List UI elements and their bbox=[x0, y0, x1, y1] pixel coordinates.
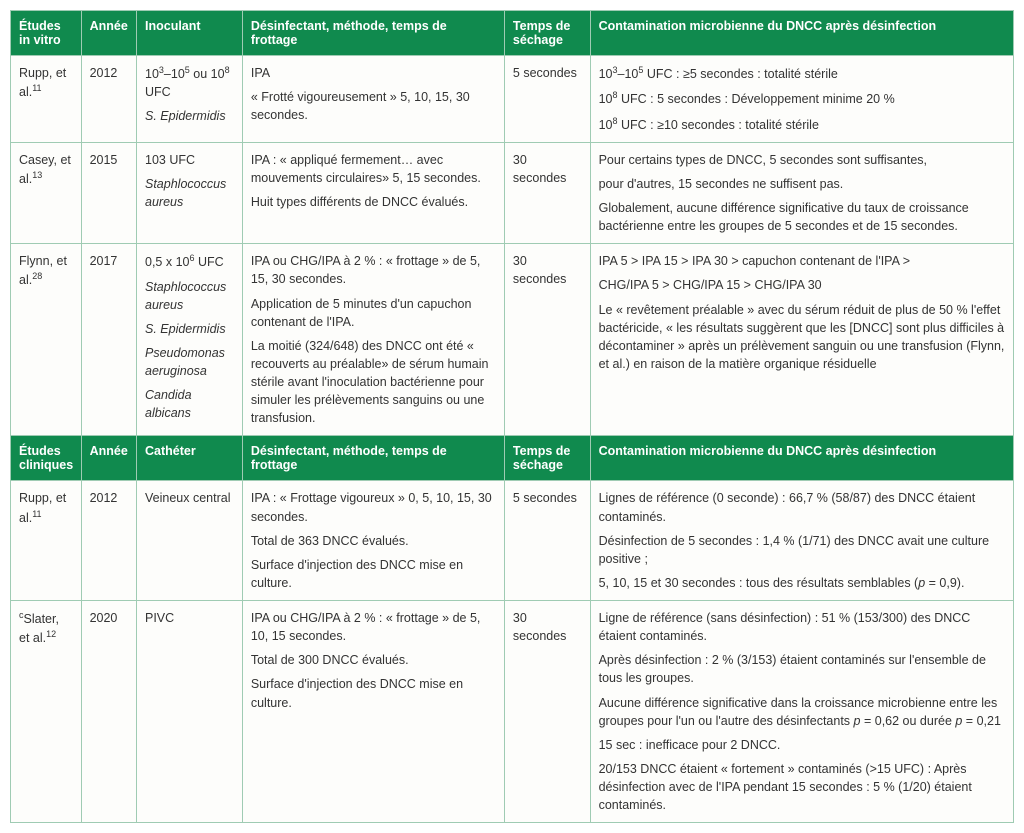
year-cell: 2017 bbox=[81, 244, 136, 436]
column-header: Désinfectant, méthode, temps de frottage bbox=[242, 436, 504, 481]
result-cell: Ligne de référence (sans désinfection) :… bbox=[590, 601, 1013, 823]
column-header: Désinfectant, méthode, temps de frottage bbox=[242, 11, 504, 56]
method-cell: IPA ou CHG/IPA à 2 % : « frottage » de 5… bbox=[242, 601, 504, 823]
table-row: Rupp, et al.112012Veineux centralIPA : «… bbox=[11, 481, 1014, 601]
study-cell: Casey, et al.13 bbox=[11, 142, 82, 244]
column-header: Études in vitro bbox=[11, 11, 82, 56]
study-cell: cSlater, et al.12 bbox=[11, 601, 82, 823]
column-header: Temps de séchage bbox=[504, 436, 590, 481]
method-cell: IPA« Frotté vigoureusement » 5, 10, 15, … bbox=[242, 56, 504, 143]
table-row: cSlater, et al.122020PIVCIPA ou CHG/IPA … bbox=[11, 601, 1014, 823]
drytime-cell: 5 secondes bbox=[504, 56, 590, 143]
drytime-cell: 30 secondes bbox=[504, 601, 590, 823]
table-header-row: Études in vitroAnnéeInoculantDésinfectan… bbox=[11, 11, 1014, 56]
column-header: Contamination microbienne du DNCC après … bbox=[590, 11, 1013, 56]
column-header: Année bbox=[81, 436, 136, 481]
year-cell: 2012 bbox=[81, 56, 136, 143]
year-cell: 2020 bbox=[81, 601, 136, 823]
inoculant-cell: 103–105 ou 108 UFCS. Epidermidis bbox=[137, 56, 243, 143]
table-row: Flynn, et al.2820170,5 x 106 UFCStaphloc… bbox=[11, 244, 1014, 436]
drytime-cell: 30 secondes bbox=[504, 142, 590, 244]
inoculant-cell: Veineux central bbox=[137, 481, 243, 601]
result-cell: Lignes de référence (0 seconde) : 66,7 %… bbox=[590, 481, 1013, 601]
inoculant-cell: 103 UFCStaphlococcus aureus bbox=[137, 142, 243, 244]
column-header: Inoculant bbox=[137, 11, 243, 56]
drytime-cell: 30 secondes bbox=[504, 244, 590, 436]
result-cell: IPA 5 > IPA 15 > IPA 30 > capuchon conte… bbox=[590, 244, 1013, 436]
column-header: Contamination microbienne du DNCC après … bbox=[590, 436, 1013, 481]
column-header: Études cliniques bbox=[11, 436, 82, 481]
method-cell: IPA : « appliqué fermement… avec mouveme… bbox=[242, 142, 504, 244]
study-cell: Rupp, et al.11 bbox=[11, 481, 82, 601]
year-cell: 2015 bbox=[81, 142, 136, 244]
study-cell: Rupp, et al.11 bbox=[11, 56, 82, 143]
column-header: Année bbox=[81, 11, 136, 56]
table-row: Casey, et al.132015103 UFCStaphlococcus … bbox=[11, 142, 1014, 244]
column-header: Temps de séchage bbox=[504, 11, 590, 56]
study-cell: Flynn, et al.28 bbox=[11, 244, 82, 436]
inoculant-cell: 0,5 x 106 UFCStaphlococcus aureusS. Epid… bbox=[137, 244, 243, 436]
studies-table: Études in vitroAnnéeInoculantDésinfectan… bbox=[10, 10, 1014, 823]
column-header: Cathéter bbox=[137, 436, 243, 481]
drytime-cell: 5 secondes bbox=[504, 481, 590, 601]
result-cell: Pour certains types de DNCC, 5 secondes … bbox=[590, 142, 1013, 244]
method-cell: IPA : « Frottage vigoureux » 0, 5, 10, 1… bbox=[242, 481, 504, 601]
inoculant-cell: PIVC bbox=[137, 601, 243, 823]
result-cell: 103–105 UFC : ≥5 secondes : totalité sté… bbox=[590, 56, 1013, 143]
method-cell: IPA ou CHG/IPA à 2 % : « frottage » de 5… bbox=[242, 244, 504, 436]
table-header-row: Études cliniquesAnnéeCathéterDésinfectan… bbox=[11, 436, 1014, 481]
table-row: Rupp, et al.112012103–105 ou 108 UFCS. E… bbox=[11, 56, 1014, 143]
year-cell: 2012 bbox=[81, 481, 136, 601]
